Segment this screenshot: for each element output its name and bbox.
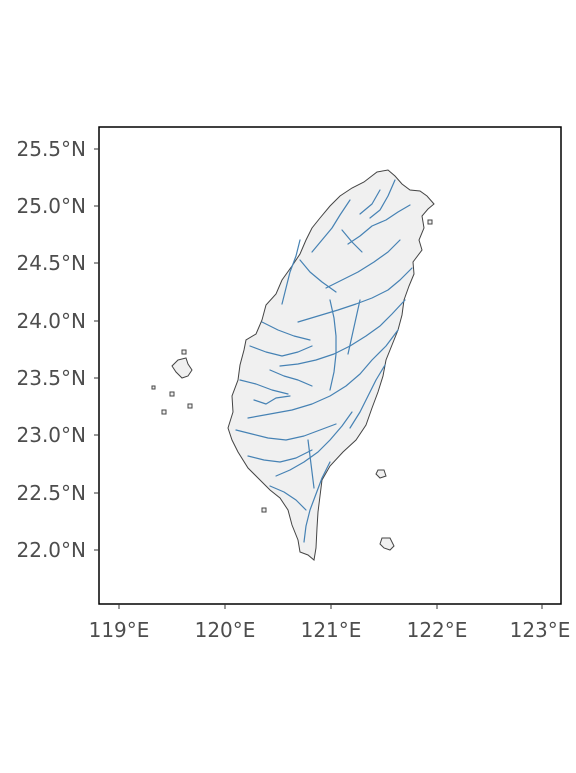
river [359,189,381,215]
river [275,411,353,477]
river [303,461,331,543]
river [269,369,313,387]
river [329,299,337,391]
river [269,485,307,511]
islet [161,409,167,415]
islet [169,391,175,397]
river [281,239,301,305]
y-tick-label: 22.0°N [17,538,87,562]
x-ticks [118,604,543,609]
river [307,439,315,489]
river [369,179,396,219]
y-tick-label: 23.5°N [17,366,87,390]
islet [427,219,433,225]
river [249,345,313,357]
islet [151,385,156,390]
islet [187,403,193,409]
y-tick-label: 23.0°N [17,423,87,447]
y-ticks [94,148,99,551]
x-tick-label: 121°E [301,618,362,642]
river [341,229,363,253]
y-tick-label: 24.5°N [17,251,87,275]
penghu-islands [171,357,193,379]
river [311,199,351,253]
river [239,379,289,395]
rivers [235,179,413,543]
river [247,449,313,463]
islet [181,349,187,355]
x-tick-label: 122°E [407,618,468,642]
river [325,239,401,289]
y-tick-label: 22.5°N [17,481,87,505]
x-tick-label: 120°E [195,618,256,642]
liuqiu-island [261,507,267,513]
river [253,395,291,405]
river [347,299,361,355]
river [349,364,386,429]
y-tick-label: 25.0°N [17,194,87,218]
river [247,329,399,419]
river [299,259,337,293]
river [297,267,413,323]
river [347,204,411,245]
river [261,321,311,341]
y-tick-label: 24.0°N [17,309,87,333]
plot-panel [98,126,562,605]
y-tick-label: 25.5°N [17,137,87,161]
orchid-island [379,537,395,551]
x-tick-label: 119°E [89,618,150,642]
x-tick-label: 123°E [510,618,571,642]
river [235,423,337,441]
green-island [375,469,387,479]
